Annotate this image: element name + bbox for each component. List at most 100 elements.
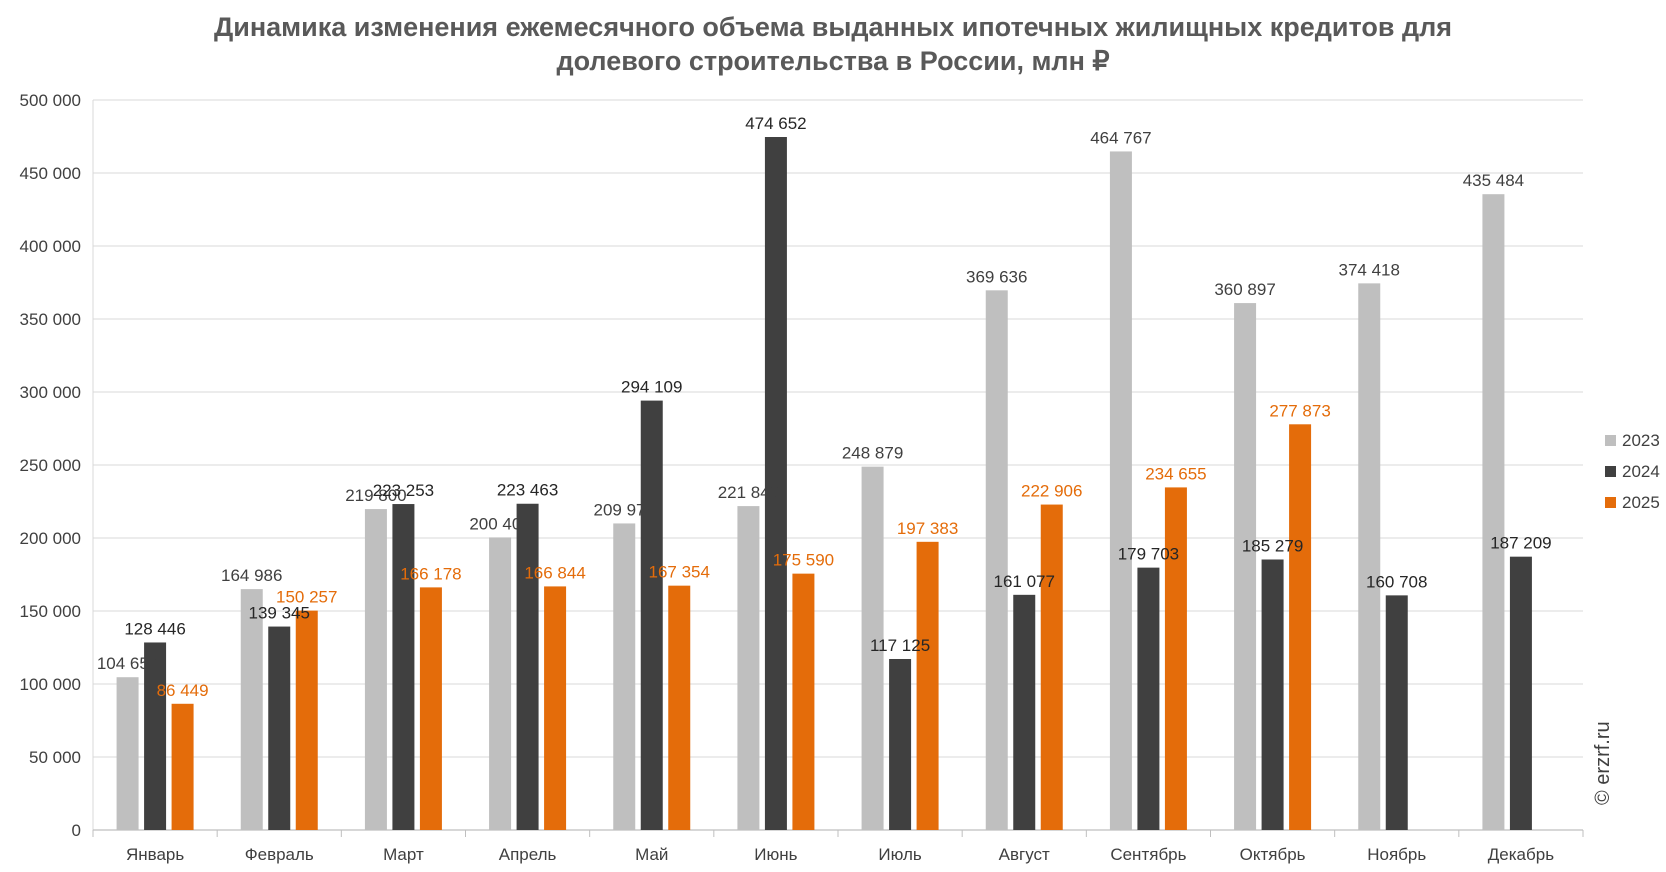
y-tick-label: 300 000 bbox=[20, 383, 81, 402]
bar-2024 bbox=[889, 658, 912, 830]
data-label-2025: 222 906 bbox=[1021, 482, 1082, 501]
data-label-2024: 223 463 bbox=[497, 481, 558, 500]
data-label-2024: 187 209 bbox=[1490, 534, 1551, 553]
bar-2025 bbox=[295, 610, 318, 830]
y-tick-label: 200 000 bbox=[20, 529, 81, 548]
x-category-label: Июль bbox=[878, 845, 922, 864]
bar-2023 bbox=[613, 523, 636, 830]
y-tick-label: 100 000 bbox=[20, 675, 81, 694]
bar-2024 bbox=[144, 642, 167, 830]
bar-2024 bbox=[1137, 567, 1160, 830]
data-label-2023: 248 879 bbox=[842, 444, 903, 463]
bar-2023 bbox=[1109, 151, 1132, 830]
bar-2024 bbox=[1509, 556, 1532, 830]
y-tick-label: 150 000 bbox=[20, 602, 81, 621]
bar-2025 bbox=[1040, 504, 1063, 830]
bar-2023 bbox=[1482, 194, 1505, 830]
data-label-2023: 369 636 bbox=[966, 267, 1027, 286]
bar-2023 bbox=[116, 677, 139, 830]
bar-2024 bbox=[516, 503, 539, 830]
bar-2025 bbox=[544, 586, 567, 830]
data-label-2024: 128 446 bbox=[124, 619, 185, 638]
data-label-2024: 294 109 bbox=[621, 378, 682, 397]
legend-label-2025: 2025 bbox=[1622, 493, 1660, 512]
data-label-2023: 209 975 bbox=[594, 500, 655, 519]
bar-2023 bbox=[1358, 283, 1381, 830]
data-label-2024: 160 708 bbox=[1366, 572, 1427, 591]
x-category-label: Ноябрь bbox=[1367, 845, 1426, 864]
legend-swatch-2023 bbox=[1605, 435, 1616, 446]
data-label-2025: 234 655 bbox=[1145, 464, 1206, 483]
plot-area: 0 50 000 100 000 150 000 200 000 250 000 300 0… bbox=[20, 91, 1584, 864]
x-category-label: Июнь bbox=[754, 845, 797, 864]
data-label-2024: 161 077 bbox=[994, 572, 1055, 591]
bar-2024 bbox=[1013, 594, 1036, 830]
bar-2023 bbox=[1234, 303, 1257, 830]
chart-title-line-2: долевого строительства в России, млн ₽ bbox=[556, 46, 1109, 76]
x-category-label: Март bbox=[383, 845, 424, 864]
data-label-2025: 167 354 bbox=[649, 563, 710, 582]
data-label-2025: 166 844 bbox=[524, 563, 585, 582]
y-tick-label: 250 000 bbox=[20, 456, 81, 475]
data-label-2023: 221 848 bbox=[718, 483, 779, 502]
data-label-2023: 219 800 bbox=[345, 486, 406, 505]
legend-label-2024: 2024 bbox=[1622, 462, 1660, 481]
data-label-2023: 200 407 bbox=[469, 514, 530, 533]
data-label-2023: 164 986 bbox=[221, 566, 282, 585]
data-label-2024: 223 253 bbox=[373, 481, 434, 500]
bar-2025 bbox=[1164, 487, 1187, 830]
bar-2025 bbox=[792, 573, 815, 830]
bar-2025 bbox=[668, 585, 691, 830]
x-category-label: Октябрь bbox=[1240, 845, 1306, 864]
y-tick-label: 450 000 bbox=[20, 164, 81, 183]
y-tick-label: 400 000 bbox=[20, 237, 81, 256]
data-label-2025: 277 873 bbox=[1269, 401, 1330, 420]
bar-2023 bbox=[737, 506, 760, 830]
data-label-2024: 139 345 bbox=[249, 604, 310, 623]
legend-label-2023: 2023 bbox=[1622, 431, 1660, 450]
data-label-2025: 150 257 bbox=[276, 588, 337, 607]
data-label-2025: 86 449 bbox=[157, 681, 209, 700]
data-label-2024: 117 125 bbox=[870, 636, 930, 655]
x-category-label: Декабрь bbox=[1488, 845, 1554, 864]
bar-2023 bbox=[240, 589, 263, 830]
legend: 2023 2024 2025 bbox=[1605, 431, 1660, 512]
x-category-label: Август bbox=[999, 845, 1050, 864]
bar-2024 bbox=[268, 626, 291, 830]
bar-2025 bbox=[1289, 424, 1312, 830]
y-tick-label: 0 bbox=[72, 821, 81, 840]
y-tick-label: 500 000 bbox=[20, 91, 81, 110]
data-label-2023: 464 767 bbox=[1090, 128, 1151, 147]
y-tick-label: 50 000 bbox=[29, 748, 81, 767]
bar-2023 bbox=[861, 466, 884, 830]
bar-2025 bbox=[419, 587, 442, 830]
data-label-2025: 166 178 bbox=[400, 564, 461, 583]
data-label-2024: 179 703 bbox=[1118, 545, 1179, 564]
bar-2023 bbox=[364, 509, 387, 830]
x-category-label: Январь bbox=[126, 845, 184, 864]
data-label-2023: 360 897 bbox=[1214, 280, 1275, 299]
source-credit: © erzrf.ru bbox=[1592, 721, 1614, 805]
legend-swatch-2024 bbox=[1605, 466, 1616, 477]
chart-title-line-1: Динамика изменения ежемесячного объема в… bbox=[214, 12, 1452, 42]
bar-2024 bbox=[640, 400, 663, 830]
bar-2023 bbox=[489, 537, 512, 830]
x-category-label: Сентябрь bbox=[1110, 845, 1186, 864]
bar-2024 bbox=[392, 504, 415, 830]
y-tick-label: 350 000 bbox=[20, 310, 81, 329]
bar-2024 bbox=[1261, 559, 1284, 830]
data-label-2024: 185 279 bbox=[1242, 536, 1303, 555]
data-label-2024: 474 652 bbox=[745, 114, 806, 133]
bar-2024 bbox=[764, 137, 787, 831]
bar-2024 bbox=[1385, 595, 1408, 830]
x-category-label: Апрель bbox=[499, 845, 557, 864]
data-label-2023: 374 418 bbox=[1339, 260, 1400, 279]
data-label-2023: 104 650 bbox=[97, 654, 158, 673]
data-label-2025: 197 383 bbox=[897, 519, 958, 538]
data-label-2023: 435 484 bbox=[1463, 171, 1524, 190]
legend-swatch-2025 bbox=[1605, 497, 1616, 508]
bar-2023 bbox=[985, 290, 1008, 831]
bar-2025 bbox=[171, 703, 194, 830]
data-label-2025: 175 590 bbox=[773, 551, 834, 570]
